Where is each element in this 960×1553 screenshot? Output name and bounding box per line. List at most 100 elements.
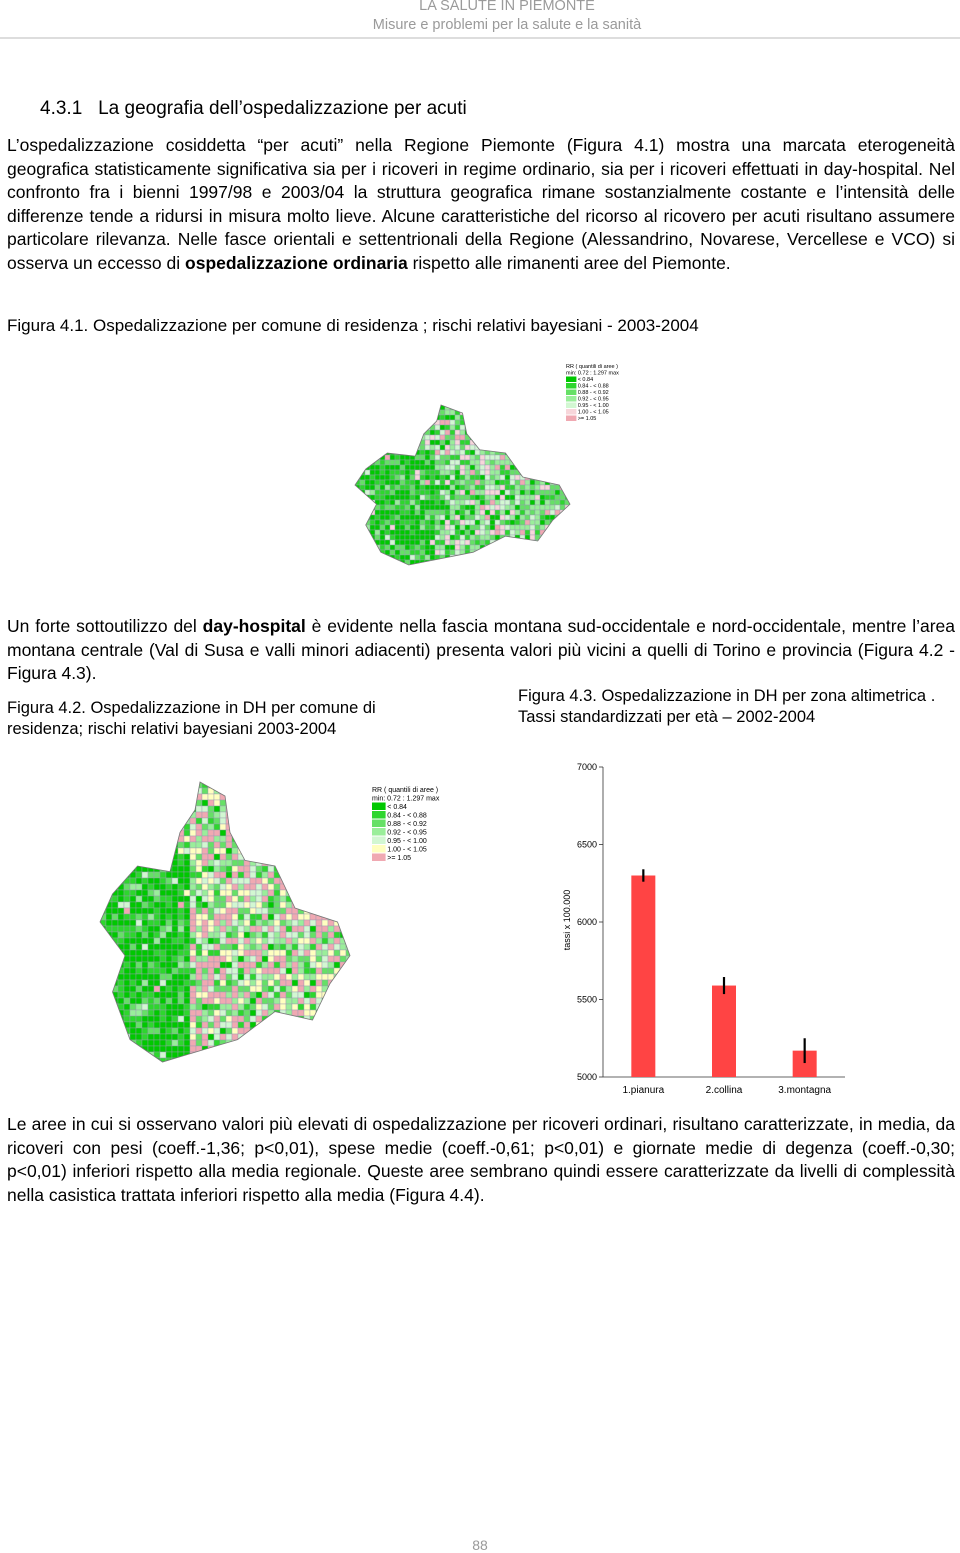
map-area: [419, 444, 426, 451]
map-area: [231, 979, 239, 987]
map-area: [374, 414, 381, 421]
map-area: [129, 817, 137, 825]
map-area: [201, 997, 209, 1005]
map-area: [165, 961, 173, 969]
map-area: [291, 799, 299, 807]
map-area: [261, 1021, 269, 1029]
map-area: [564, 559, 570, 565]
map-area: [504, 419, 511, 426]
legend-swatch: [566, 396, 577, 402]
map-area: [564, 529, 570, 536]
map-area: [189, 937, 197, 945]
map-area: [559, 474, 566, 481]
map-area: [469, 454, 476, 461]
map-area: [285, 991, 293, 999]
map-area: [171, 865, 179, 873]
legend-label: 0.92 - < 0.95: [578, 397, 609, 403]
map-area: [444, 454, 451, 461]
map-area: [379, 509, 386, 516]
map-area: [225, 1021, 233, 1029]
map-area: [303, 1021, 311, 1029]
map-area: [539, 514, 546, 521]
map-area: [479, 514, 486, 521]
map-area: [195, 901, 203, 909]
map-area: [255, 1015, 263, 1023]
map-area: [384, 504, 391, 511]
map-area: [267, 913, 275, 921]
map-area: [539, 434, 546, 441]
map-area: [464, 414, 471, 421]
map-area: [389, 519, 396, 526]
map-area: [189, 835, 197, 843]
map-area: [291, 1057, 299, 1062]
map-area: [394, 409, 401, 416]
map-area: [171, 973, 179, 981]
map-area: [504, 439, 511, 446]
map-area: [484, 444, 491, 451]
map-area: [559, 479, 566, 486]
map-area: [153, 907, 161, 915]
map-area: [389, 464, 396, 471]
map-area: [243, 1003, 251, 1011]
map-area: [303, 841, 311, 849]
map-area: [207, 913, 215, 921]
map-area: [261, 853, 269, 861]
map-area: [424, 429, 431, 436]
map-area: [213, 961, 221, 969]
map-area: [479, 464, 486, 471]
map-area: [291, 841, 299, 849]
map-area: [111, 853, 119, 861]
legend-label: 0.88 - < 0.92: [578, 390, 609, 396]
map-area: [141, 913, 149, 921]
map-area: [355, 489, 361, 496]
map-area: [333, 913, 341, 921]
map-area: [469, 494, 476, 501]
map-area: [297, 835, 305, 843]
map-area: [135, 1021, 143, 1029]
map-area: [243, 1015, 251, 1023]
map-area: [459, 559, 466, 565]
map-area: [219, 817, 227, 825]
map-area: [454, 534, 461, 541]
map-area: [117, 787, 125, 795]
map-area: [389, 559, 396, 565]
map-area: [345, 1015, 350, 1023]
map-area: [255, 853, 263, 861]
map-area: [249, 883, 257, 891]
map-area: [195, 991, 203, 999]
map-area: [261, 1027, 269, 1035]
map-area: [225, 1051, 233, 1059]
map-area: [333, 889, 341, 897]
map-area: [429, 554, 436, 561]
map-area: [177, 817, 185, 825]
map-area: [499, 429, 506, 436]
map-area: [379, 504, 386, 511]
map-area: [123, 1015, 131, 1023]
map-area: [195, 829, 203, 837]
map-area: [189, 853, 197, 861]
map-area: [105, 1009, 113, 1017]
map-area: [484, 484, 491, 491]
map-area: [444, 464, 451, 471]
map-area: [279, 925, 287, 933]
map-area: [534, 434, 541, 441]
legend-swatch: [566, 402, 577, 408]
map-area: [345, 907, 350, 915]
map-area: [201, 967, 209, 975]
map-area: [554, 489, 561, 496]
map-area: [454, 464, 461, 471]
map-area: [129, 811, 137, 819]
map-area: [519, 449, 526, 456]
map-area: [389, 509, 396, 516]
map-area: [359, 494, 366, 501]
map-area: [434, 544, 441, 551]
map-area: [243, 793, 251, 801]
map-area: [414, 424, 421, 431]
map-area: [279, 793, 287, 801]
map-area: [489, 405, 496, 411]
map-area: [195, 913, 203, 921]
map-area: [544, 434, 551, 441]
map-area: [355, 454, 361, 461]
map-area: [117, 997, 125, 1005]
map-area: [459, 494, 466, 501]
